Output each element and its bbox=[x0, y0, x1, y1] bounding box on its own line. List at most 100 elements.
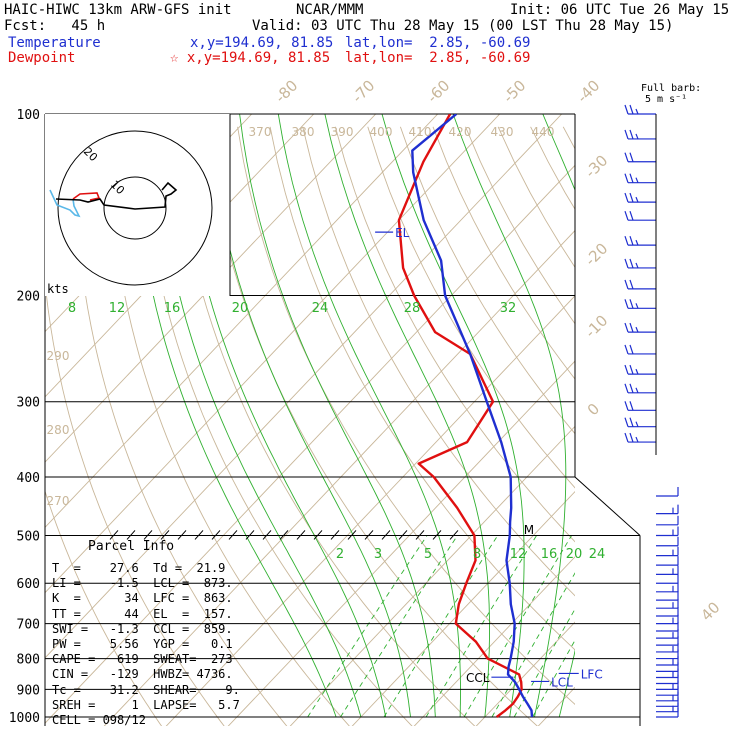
moist-adiabat-line bbox=[178, 114, 387, 718]
hash-mark bbox=[296, 530, 306, 540]
pressure-tick-label: 500 bbox=[17, 529, 40, 544]
hodograph-trace-low bbox=[49, 189, 81, 218]
wind-barb bbox=[624, 364, 656, 375]
wind-barb bbox=[656, 680, 679, 691]
wind-barb bbox=[624, 152, 656, 163]
moist-adiabat-label: 28 bbox=[404, 301, 421, 316]
dry-adiabat-line bbox=[694, 127, 740, 730]
pressure-tick-label: 200 bbox=[17, 290, 40, 305]
hodograph-unit-label: kts bbox=[47, 282, 69, 296]
wind-barb bbox=[656, 702, 679, 713]
theta-label: 420 bbox=[449, 125, 472, 139]
theta-label: 410 bbox=[409, 125, 432, 139]
isotherm-label: -40 bbox=[573, 76, 603, 106]
pressure-tick-label: 800 bbox=[17, 653, 40, 668]
isotherm-label: 40 bbox=[697, 598, 723, 624]
mixing-ratio-line bbox=[307, 535, 428, 718]
wind-barb bbox=[656, 607, 679, 617]
moist-adiabat-line bbox=[324, 114, 490, 718]
isotherm-line bbox=[103, 229, 575, 726]
theta-label: 270 bbox=[47, 494, 70, 508]
wind-barb bbox=[656, 656, 679, 666]
mixing-ratio-label: 2 bbox=[336, 547, 344, 562]
mixing-ratio-label: 12 bbox=[510, 547, 527, 562]
pressure-tick-label: 900 bbox=[17, 683, 40, 698]
mixing-ratio-line bbox=[425, 535, 537, 718]
wind-barb bbox=[656, 636, 679, 646]
theta-label: 390 bbox=[331, 125, 354, 139]
moist-adiabat-label: 24 bbox=[312, 301, 329, 316]
moist-adiabat-label: 16 bbox=[164, 301, 181, 316]
moist-adiabat-label: 32 bbox=[500, 301, 517, 316]
dry-adiabat-line bbox=[432, 126, 575, 380]
parcel-info-title: Parcel Info bbox=[88, 539, 175, 554]
dry-adiabat-line bbox=[334, 126, 575, 543]
wind-barb bbox=[656, 515, 679, 526]
wind-barb bbox=[624, 383, 656, 394]
hodograph-ring-10 bbox=[103, 176, 167, 240]
parcel-info-row: Tc = 31.2 SHEAR= 9. bbox=[52, 682, 240, 697]
isotherm-label: -70 bbox=[348, 76, 378, 106]
hash-mark bbox=[313, 530, 323, 540]
pressure-tick-label: 300 bbox=[17, 396, 40, 411]
wind-barb bbox=[624, 432, 656, 443]
wind-barb bbox=[624, 192, 656, 203]
hash-mark bbox=[245, 530, 255, 540]
forecast-hour: Fcst: 45 h bbox=[4, 18, 106, 34]
isotherm-label: -50 bbox=[499, 76, 529, 106]
wind-barb bbox=[656, 546, 679, 557]
hash-mark bbox=[432, 530, 442, 540]
isotherm-line bbox=[413, 556, 575, 726]
isotherm-line bbox=[351, 490, 575, 726]
wind-barb bbox=[656, 486, 679, 497]
moist-adiabat-line bbox=[277, 114, 461, 718]
wind-barb bbox=[624, 210, 656, 221]
isotherm-line bbox=[227, 360, 575, 726]
dry-adiabat-line bbox=[596, 127, 740, 730]
dry-adiabat-line bbox=[45, 489, 163, 726]
parcel-info-row: K = 34 LFC = 863. bbox=[52, 591, 233, 606]
mixing-ratio-line bbox=[463, 535, 572, 718]
dry-adiabat-line bbox=[73, 126, 288, 726]
wind-barb bbox=[656, 649, 679, 660]
parcel-info-row: LI = -1.5 LCL = 873. bbox=[52, 576, 233, 591]
hash-mark bbox=[177, 530, 187, 540]
moist-adiabat-line bbox=[154, 114, 362, 718]
parcel-info-row: SWI = -1.3 CCL = 859. bbox=[52, 621, 233, 636]
isotherm-label: -30 bbox=[581, 151, 611, 181]
parcel-info-row: SREH = 1 LAPSE= 5.7 bbox=[52, 697, 240, 712]
mixing-ratio-label: 8 bbox=[473, 547, 481, 562]
moist-adiabat-line bbox=[609, 114, 740, 717]
wind-barb bbox=[624, 322, 656, 333]
dry-adiabat-line bbox=[139, 126, 413, 726]
dewpoint-profile bbox=[397, 114, 523, 718]
theta-label: 440 bbox=[532, 125, 555, 139]
wind-barb bbox=[656, 691, 679, 702]
dry-adiabat-line bbox=[562, 126, 575, 150]
wind-barb bbox=[624, 401, 656, 411]
moist-adiabat-line bbox=[542, 114, 575, 718]
wind-barb bbox=[656, 686, 679, 696]
dry-adiabat-line bbox=[399, 126, 575, 435]
temperature-profile bbox=[411, 114, 534, 718]
parcel-info-row: PW = 5.56 YGP = 0.1 bbox=[52, 637, 233, 651]
hash-mark bbox=[398, 530, 408, 540]
dry-adiabat-line bbox=[726, 127, 740, 730]
parcel-info-row: TT = 44 EL = 157. bbox=[52, 606, 233, 621]
wind-barb bbox=[624, 258, 656, 269]
isotherm-label: -10 bbox=[581, 311, 611, 341]
melting-level-label: M bbox=[524, 523, 534, 537]
hash-mark bbox=[262, 530, 272, 540]
moist-adiabat-line bbox=[206, 114, 411, 718]
level-marker-label: LCL bbox=[551, 675, 573, 689]
temperature-legend: Temperature bbox=[8, 35, 101, 51]
wind-barb bbox=[656, 574, 679, 584]
hash-mark bbox=[109, 530, 119, 540]
isotherm-label: -80 bbox=[271, 76, 301, 106]
dry-adiabat-line bbox=[106, 126, 350, 726]
hodograph-trace-high bbox=[55, 181, 178, 210]
moist-adiabat-label: 12 bbox=[109, 301, 126, 316]
hash-mark bbox=[415, 530, 425, 540]
dewpoint-legend: Dewpoint bbox=[8, 50, 76, 66]
